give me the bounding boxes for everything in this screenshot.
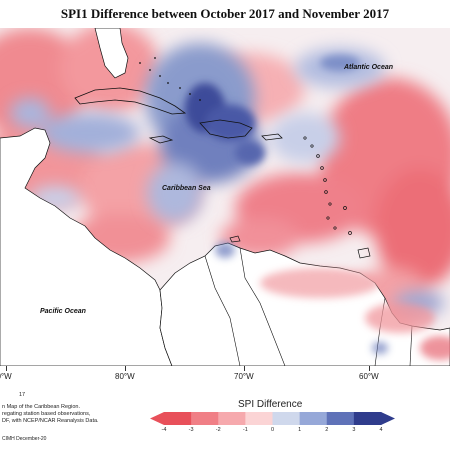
map-title: SPI1 Difference between October 2017 and… — [60, 6, 390, 21]
florida-land — [94, 28, 129, 79]
atlantic-ocean-label: Atlantic Ocean — [344, 64, 394, 71]
axis-tick-mark — [244, 366, 245, 371]
caribbean-sea-label: Caribbean Sea — [162, 185, 211, 192]
source-note-3: DF, with NCEP/NCAR Reanalysis Data. — [2, 418, 99, 424]
axis-tick-mark — [369, 366, 370, 371]
source-note-0: 17 — [19, 392, 26, 398]
legend-colorbar — [150, 412, 395, 425]
hispaniola-outline — [199, 119, 253, 139]
axis-tick-mark — [125, 366, 126, 371]
trinidad-outline — [357, 247, 371, 259]
axis-tick-label: 60°W — [359, 372, 379, 381]
legend-tick-label: 1 — [298, 427, 302, 433]
legend-tick-label: -2 — [215, 427, 221, 433]
jamaica-outline — [148, 135, 174, 144]
axis-tick-label: 70°W — [234, 372, 254, 381]
puerto-rico-outline — [261, 133, 283, 141]
legend-tick-label: -3 — [188, 427, 194, 433]
legend-tick-label: 3 — [352, 427, 356, 433]
legend-tick-label: -1 — [242, 427, 248, 433]
legend-title: SPI Difference — [238, 399, 303, 410]
border-colombia-venezuela — [239, 247, 286, 366]
legend-swatch — [164, 412, 192, 425]
legend-tick-label: 4 — [379, 427, 383, 433]
field-land-overlay — [215, 242, 450, 360]
axis-tick-label: 80°W — [115, 372, 135, 381]
legend-swatch — [272, 412, 301, 425]
bahamas-islands — [139, 57, 201, 101]
legend-arrow-high — [381, 412, 395, 425]
abc-islands-outline — [229, 235, 241, 243]
lesser-antilles-islands — [303, 136, 352, 235]
legend-swatch — [218, 412, 246, 425]
axis-tick-label: 90°W — [0, 372, 12, 381]
spi-map-canvas — [0, 28, 450, 366]
axis-tick-mark — [6, 366, 7, 371]
legend-swatch — [299, 412, 328, 425]
cuba-outline — [74, 87, 187, 115]
spi-map: Atlantic Ocean Caribbean Sea Pacific Oce… — [0, 28, 450, 366]
source-note-2: regating station based observations, — [2, 411, 91, 417]
legend-tick-label: 0 — [270, 427, 275, 433]
legend-tick-label: -4 — [161, 427, 167, 433]
legend-swatch — [191, 412, 219, 425]
legend-swatch — [353, 412, 382, 425]
legend-swatch — [245, 412, 273, 425]
source-note-1: n Map of the Caribbean Region. — [2, 404, 80, 410]
legend-swatch — [326, 412, 355, 425]
legend-arrow-low — [150, 412, 164, 425]
border-colombia — [204, 255, 241, 366]
legend-tick-label: 2 — [325, 427, 329, 433]
pacific-ocean-label: Pacific Ocean — [40, 308, 86, 315]
credit-note: CIMH December-20 — [2, 436, 47, 442]
border-suriname — [409, 325, 413, 366]
